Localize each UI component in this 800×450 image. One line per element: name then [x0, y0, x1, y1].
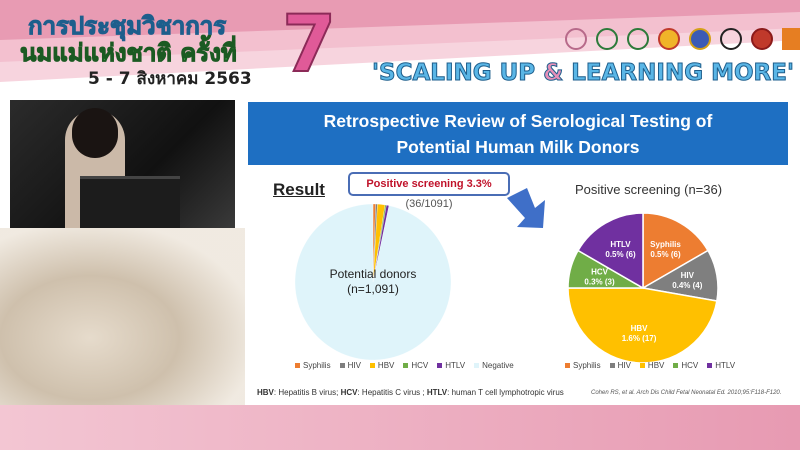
rtaf-logo-icon — [658, 28, 680, 50]
pie1-center-label-line1: Potential donors — [330, 267, 417, 281]
thaihealth-logo-icon — [782, 28, 800, 50]
legend-swatch — [295, 363, 300, 368]
legend-swatch — [369, 363, 375, 368]
legend-swatch — [403, 363, 409, 368]
slide-title-banner: Retrospective Review of Serological Test… — [248, 102, 788, 165]
pie2-data-label: 0.5% (6) — [605, 250, 636, 259]
breastfeeding-logo-icon — [565, 28, 587, 50]
legend-item-hbv: HBV — [639, 361, 664, 370]
legend-swatch — [707, 363, 713, 368]
royal-college-logo-icon — [689, 28, 711, 50]
callout-bold: Positive screening 3.3% — [366, 178, 492, 190]
pie1-slice-negative — [294, 203, 452, 361]
result-heading: Result — [273, 180, 325, 199]
legend-swatch — [673, 363, 679, 368]
conference-date: 5 - 7 สิงหาคม 2563 — [88, 69, 252, 89]
podium — [80, 176, 180, 228]
legend-item-syphilis: Syphilis — [295, 361, 331, 370]
speaker-hair — [72, 108, 118, 158]
university-logo-icon — [720, 28, 742, 50]
speaker-video — [10, 100, 235, 228]
sponsor-logos — [565, 28, 800, 50]
ministry-logo-icon — [751, 28, 773, 50]
conference-title-thai: การประชุมวิชาการ — [27, 12, 227, 41]
slide-title-line1: Retrospective Review of Serological Test… — [323, 111, 713, 131]
legend-item-htlv: HTLV — [707, 361, 735, 370]
callout-rest: (36/1091) — [405, 198, 453, 210]
legend-swatch — [639, 363, 645, 368]
legend-item-hcv: HCV — [673, 361, 698, 370]
fn-hbv: HBV — [257, 388, 274, 397]
positive-screening-callout: Positive screening 3.3% (36/1091) — [348, 172, 510, 210]
pie2-slice-htlv — [577, 212, 644, 290]
legend-swatch — [609, 363, 615, 368]
moph-logo-2-icon — [627, 28, 649, 50]
legend-item-hiv: HIV — [609, 361, 631, 370]
fn-htlv: HTLV — [426, 388, 448, 397]
pie2-title: Positive screening (n=36) — [575, 182, 723, 197]
pie2-data-label: 0.5% (6) — [650, 250, 681, 259]
legend-swatch — [474, 363, 480, 368]
fn-htlv-text: : human T cell lymphotropic virus — [447, 388, 564, 397]
tagline-part2: LEARNING MORE' — [563, 60, 795, 87]
pie2-data-label: HTLV — [610, 240, 631, 249]
pie2-data-label: HBV — [631, 324, 649, 333]
conference-subtitle-thai: นมแม่แห่งชาติ ครั้งที่ — [20, 39, 238, 68]
fn-hcv: HCV — [340, 388, 358, 397]
decorative-child-photo — [0, 228, 248, 413]
legend-item-syphilis: Syphilis — [565, 361, 601, 370]
legend-swatch — [339, 363, 345, 368]
legend-item-negative: Negative — [474, 361, 514, 370]
presentation-slide: Retrospective Review of Serological Test… — [245, 100, 790, 405]
fn-hcv-text: : Hepatitis C virus ; — [357, 388, 427, 397]
tagline-amp: & — [543, 60, 564, 87]
pie2-data-label: HCV — [591, 267, 609, 276]
slide-title-line2: Potential Human Milk Donors — [396, 137, 640, 157]
pie2-data-label: HIV — [681, 271, 695, 280]
moph-logo-icon — [596, 28, 618, 50]
pie2-data-label: 1.6% (17) — [622, 334, 657, 343]
tagline-part1: 'SCALING UP — [371, 60, 544, 87]
legend-item-hiv: HIV — [339, 361, 361, 370]
pie1-legend: Syphilis HIV HBV HCV HTLV Negative — [295, 361, 514, 370]
legend-swatch — [565, 363, 570, 368]
pie2-slice-syphilis — [642, 212, 709, 290]
legend-swatch — [437, 363, 443, 368]
pie2-data-label: 0.3% (3) — [584, 277, 615, 286]
pie2-legend: Syphilis HIV HBV HCV HTLV — [565, 361, 735, 370]
footnote: HBV: Hepatitis B virus; HCV: Hepatitis C… — [257, 388, 564, 397]
arrow-icon — [507, 188, 545, 228]
legend-item-htlv: HTLV — [437, 361, 465, 370]
footer-band — [0, 405, 800, 450]
pie2-data-label: 0.4% (4) — [672, 281, 703, 290]
legend-item-hbv: HBV — [369, 361, 394, 370]
citation: Cohen RS, et al. Arch Dis Child Fetal Ne… — [591, 390, 782, 396]
pie2-slice-hbv — [567, 287, 718, 364]
tagline: 'SCALING UP & LEARNING MORE' — [371, 60, 795, 87]
pie2-data-label: Syphilis — [650, 240, 681, 249]
fn-hbv-text: : Hepatitis B virus; — [273, 388, 341, 397]
pie1-center-label-line2: (n=1,091) — [347, 282, 399, 296]
legend-item-hcv: HCV — [403, 361, 428, 370]
edition-number: 7 — [281, 0, 337, 91]
